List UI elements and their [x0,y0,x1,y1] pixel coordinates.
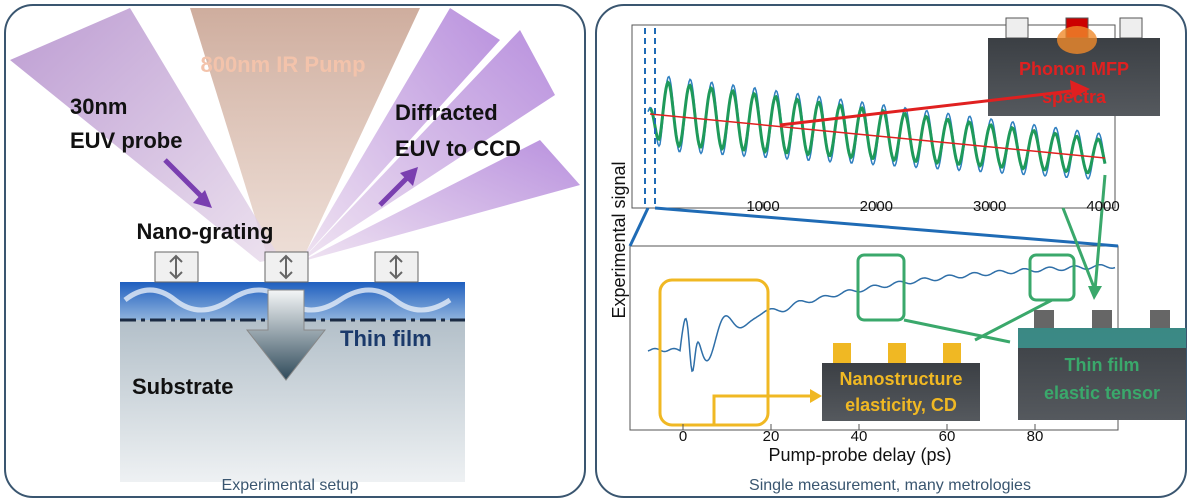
inset-label: Nanostructure [839,369,962,389]
y-axis-label: Experimental signal [609,161,629,318]
x-tick-label: 80 [1027,428,1044,445]
x-axis-label: Pump-probe delay (ps) [768,445,951,465]
inset-label: elastic tensor [1044,383,1160,403]
diffracted-label: EUV to CCD [395,136,521,161]
inset-label: elasticity, CD [845,395,957,415]
inset-label: Phonon MFP [1019,59,1129,79]
film-label: Thin film [340,326,432,351]
probe-label: 30nm [70,94,127,119]
x-tick-label: 0 [679,428,687,445]
x-tick-label: 60 [939,428,956,445]
diffracted-label: Diffracted [395,100,498,125]
inset-label: Thin film [1065,355,1140,375]
inset-label: spectra [1042,87,1107,107]
sample [120,252,465,482]
grating-label: Nano-grating [137,219,274,244]
caption: Experimental setup [222,477,359,494]
caption: Single measurement, many metrologies [749,477,1031,494]
figure: 800nm IR Pump 30nm EUV probe Diffracted … [0,0,1191,502]
x-tick-label: 4000 [1086,198,1119,215]
probe-label: EUV probe [70,128,182,153]
substrate-label: Substrate [132,374,233,399]
x-tick-label: 2000 [860,198,893,215]
x-tick-label: 20 [763,428,780,445]
x-tick-label: 40 [851,428,868,445]
x-tick-label: 1000 [746,198,779,215]
pump-label: 800nm IR Pump [200,52,365,77]
x-tick-label: 3000 [973,198,1006,215]
